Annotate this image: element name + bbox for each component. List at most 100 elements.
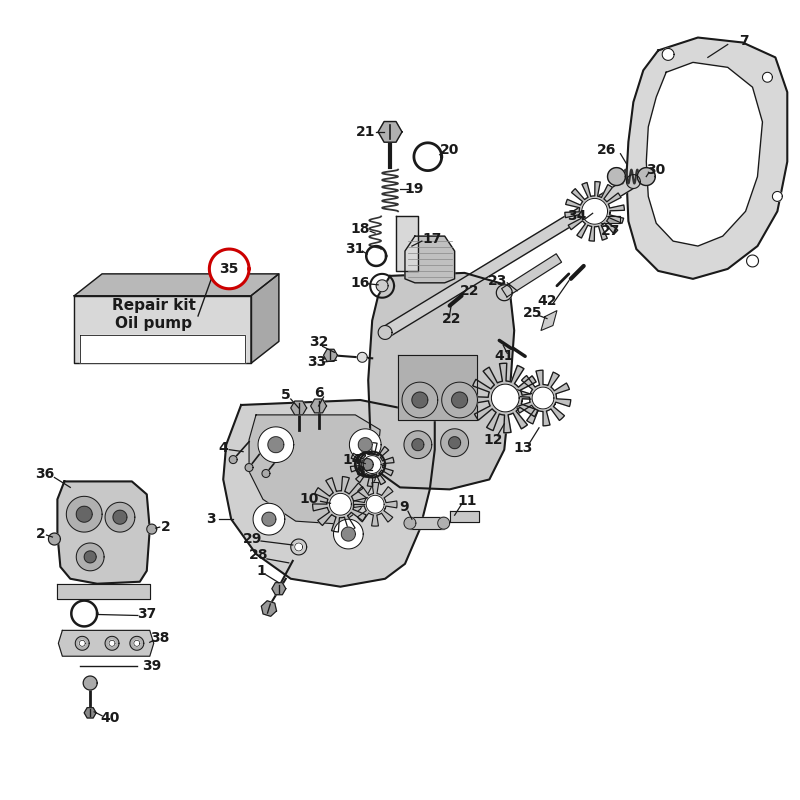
Polygon shape bbox=[58, 482, 150, 584]
Polygon shape bbox=[80, 335, 245, 363]
Polygon shape bbox=[362, 458, 373, 470]
Polygon shape bbox=[491, 384, 519, 412]
Text: 21: 21 bbox=[355, 125, 375, 139]
Polygon shape bbox=[262, 512, 276, 526]
Text: 25: 25 bbox=[523, 306, 543, 320]
Polygon shape bbox=[662, 49, 674, 60]
Text: 42: 42 bbox=[538, 294, 557, 308]
Polygon shape bbox=[626, 38, 787, 279]
Polygon shape bbox=[402, 382, 438, 418]
Text: 22: 22 bbox=[442, 311, 462, 326]
Polygon shape bbox=[74, 296, 251, 363]
Polygon shape bbox=[223, 400, 434, 586]
Polygon shape bbox=[412, 438, 424, 450]
Polygon shape bbox=[105, 502, 135, 532]
Text: 9: 9 bbox=[399, 500, 409, 514]
Polygon shape bbox=[76, 543, 104, 571]
Polygon shape bbox=[773, 191, 782, 202]
Text: 1: 1 bbox=[256, 564, 266, 578]
Text: 11: 11 bbox=[458, 494, 478, 508]
Polygon shape bbox=[502, 254, 562, 297]
Polygon shape bbox=[323, 350, 338, 362]
Text: 33: 33 bbox=[307, 355, 326, 370]
Polygon shape bbox=[532, 387, 554, 409]
Polygon shape bbox=[582, 198, 607, 224]
Polygon shape bbox=[396, 216, 418, 271]
Polygon shape bbox=[565, 182, 625, 241]
Polygon shape bbox=[607, 168, 626, 186]
Polygon shape bbox=[762, 72, 772, 82]
Polygon shape bbox=[79, 640, 86, 646]
Polygon shape bbox=[358, 352, 367, 362]
Polygon shape bbox=[130, 636, 144, 650]
Polygon shape bbox=[358, 438, 372, 452]
Polygon shape bbox=[210, 249, 249, 289]
Polygon shape bbox=[404, 517, 416, 529]
Polygon shape bbox=[268, 437, 284, 453]
Polygon shape bbox=[376, 280, 388, 292]
Text: 10: 10 bbox=[299, 492, 318, 506]
Text: 37: 37 bbox=[137, 607, 156, 622]
Polygon shape bbox=[330, 494, 351, 515]
Polygon shape bbox=[452, 392, 467, 408]
Polygon shape bbox=[382, 177, 637, 338]
Text: 26: 26 bbox=[597, 142, 616, 157]
Polygon shape bbox=[262, 470, 270, 478]
Polygon shape bbox=[342, 527, 355, 541]
Polygon shape bbox=[258, 427, 294, 462]
Polygon shape bbox=[404, 430, 432, 458]
Text: 12: 12 bbox=[483, 433, 503, 446]
Polygon shape bbox=[75, 636, 89, 650]
Polygon shape bbox=[515, 370, 570, 426]
Polygon shape bbox=[450, 511, 479, 522]
Polygon shape bbox=[58, 584, 150, 598]
Polygon shape bbox=[134, 640, 140, 646]
Polygon shape bbox=[290, 401, 306, 415]
Text: 34: 34 bbox=[567, 210, 586, 223]
Text: Repair kit
Oil pump: Repair kit Oil pump bbox=[112, 298, 196, 331]
Text: 2: 2 bbox=[36, 527, 46, 541]
Text: 16: 16 bbox=[350, 276, 370, 290]
Text: 14: 14 bbox=[342, 453, 362, 466]
Polygon shape bbox=[354, 482, 397, 526]
Polygon shape bbox=[368, 273, 514, 490]
Text: 5: 5 bbox=[281, 388, 290, 402]
Polygon shape bbox=[113, 510, 127, 524]
Text: 3: 3 bbox=[206, 512, 216, 526]
Polygon shape bbox=[410, 517, 444, 529]
Polygon shape bbox=[378, 326, 392, 339]
Polygon shape bbox=[84, 708, 96, 718]
Text: 6: 6 bbox=[314, 386, 323, 400]
Polygon shape bbox=[438, 517, 450, 529]
Polygon shape bbox=[84, 551, 96, 563]
Polygon shape bbox=[310, 399, 326, 413]
Text: 32: 32 bbox=[309, 335, 328, 350]
Polygon shape bbox=[146, 524, 157, 534]
Text: 19: 19 bbox=[404, 182, 423, 197]
Polygon shape bbox=[294, 543, 302, 551]
Polygon shape bbox=[449, 437, 461, 449]
Text: 13: 13 bbox=[514, 441, 533, 454]
Polygon shape bbox=[272, 582, 286, 594]
Text: 30: 30 bbox=[646, 162, 666, 177]
Polygon shape bbox=[245, 463, 253, 471]
Text: 36: 36 bbox=[35, 467, 54, 482]
Polygon shape bbox=[105, 636, 119, 650]
Polygon shape bbox=[230, 456, 237, 463]
Polygon shape bbox=[253, 503, 285, 535]
Text: 17: 17 bbox=[422, 232, 442, 246]
Polygon shape bbox=[363, 456, 381, 474]
Polygon shape bbox=[638, 168, 655, 186]
Polygon shape bbox=[350, 429, 381, 461]
Text: 18: 18 bbox=[350, 222, 370, 236]
Polygon shape bbox=[49, 533, 60, 545]
Text: 8: 8 bbox=[355, 465, 365, 478]
Polygon shape bbox=[496, 285, 512, 301]
Polygon shape bbox=[290, 539, 306, 555]
Text: 4: 4 bbox=[218, 441, 228, 454]
Polygon shape bbox=[350, 442, 394, 486]
Polygon shape bbox=[74, 274, 279, 296]
Text: 40: 40 bbox=[100, 710, 120, 725]
Polygon shape bbox=[251, 274, 279, 363]
Polygon shape bbox=[262, 601, 277, 616]
